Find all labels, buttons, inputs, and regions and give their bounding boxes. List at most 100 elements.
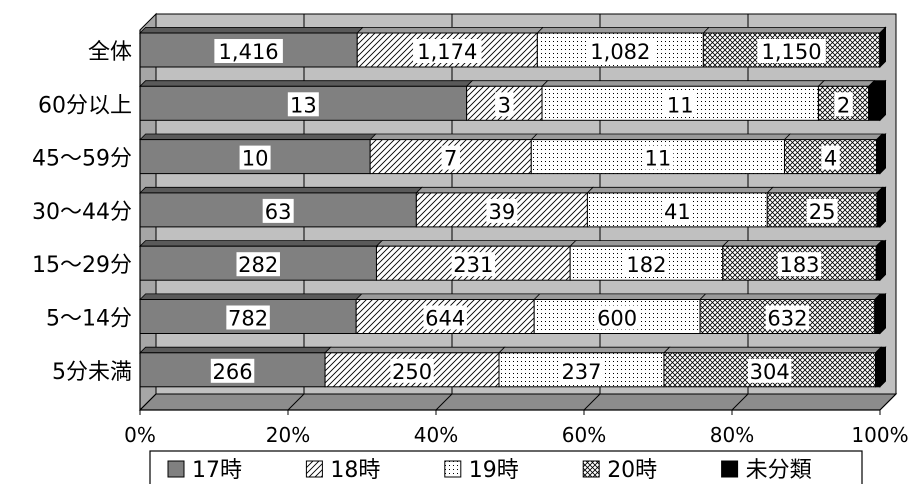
data-label-bg-2-0 <box>239 145 271 170</box>
data-labels: 1,416 1,174 1,082 1,150 13 3 11 2 10 7 11 4 63 39 41 25… <box>210 39 853 384</box>
bar-top-5-0 <box>139 293 363 300</box>
legend-label-0: 17時 <box>192 458 242 483</box>
data-label-1-2: 11 <box>667 93 694 117</box>
data-label-bg-5-3 <box>765 305 810 330</box>
data-label-bg-3-3 <box>806 198 838 223</box>
floor-gridline-3 <box>583 393 601 411</box>
bar-3-4 <box>876 192 881 228</box>
data-label-bg-0-1 <box>413 39 482 63</box>
x-tick-label-4: 80% <box>710 423 754 447</box>
bar-group-5 <box>139 292 887 335</box>
data-label-1-0: 13 <box>290 93 317 117</box>
data-label-bg-0-3 <box>757 39 826 63</box>
data-label-bg-0-2 <box>586 39 655 63</box>
data-label-bg-5-0 <box>226 305 270 330</box>
bar-top-1-0 <box>139 80 474 87</box>
data-label-bg-1-1 <box>495 92 514 117</box>
legend-label-4: 未分類 <box>746 458 812 483</box>
data-label-4-1: 231 <box>453 253 493 277</box>
legend-box <box>149 450 863 484</box>
bar-top-3-0 <box>139 186 423 194</box>
data-label-bg-3-0 <box>262 198 294 223</box>
x-tick-label-2: 40% <box>414 423 458 447</box>
data-label-4-2: 182 <box>626 253 666 277</box>
data-label-bg-3-1 <box>486 198 518 223</box>
legend-swatch-4 <box>721 460 739 478</box>
data-label-bg-3-2 <box>661 198 693 223</box>
bar-top-3-3 <box>766 186 884 194</box>
x-tick-label-5: 100% <box>851 423 908 447</box>
bar-top-5-1 <box>355 293 541 300</box>
legend-swatch-0 <box>167 460 185 478</box>
bar-4-4 <box>875 245 881 281</box>
data-label-1-1: 3 <box>498 93 511 117</box>
bar-top-6-1 <box>324 346 506 354</box>
bar-side-2 <box>879 133 886 175</box>
bar-top-2-3 <box>783 133 884 141</box>
bar-side-0 <box>879 26 886 68</box>
category-label-2: 45～59分 <box>32 147 132 172</box>
bar-top-3-2 <box>586 186 774 194</box>
data-label-3-3: 25 <box>809 200 836 224</box>
legend: 17時 18時 19時 20時 未分類 <box>149 450 863 484</box>
bar-top-1-2 <box>541 80 826 87</box>
bar-2-4 <box>876 139 881 175</box>
floor-gridline-0 <box>139 393 157 411</box>
data-label-3-0: 63 <box>265 200 292 224</box>
legend-swatch-3 <box>582 460 600 478</box>
legend-label-1: 18時 <box>330 458 380 483</box>
bar-top-4-1 <box>375 240 577 247</box>
bar-top-1-1 <box>465 80 549 87</box>
data-label-5-2: 600 <box>597 307 637 331</box>
bar-top-2-2 <box>530 133 792 141</box>
bar-1-4 <box>868 85 881 121</box>
data-label-6-2: 237 <box>561 360 601 384</box>
floor-gridline-4 <box>731 393 749 411</box>
data-label-2-2: 11 <box>645 147 672 171</box>
x-tick-label-1: 20% <box>266 423 310 447</box>
bar-top-6-2 <box>498 346 671 354</box>
bar-side-1 <box>879 79 886 122</box>
data-label-6-3: 304 <box>750 360 790 384</box>
legend-swatch-2 <box>444 460 462 478</box>
data-label-bg-1-2 <box>664 92 696 117</box>
bar-top-6-3 <box>662 346 883 354</box>
bar-top-5-2 <box>533 293 707 300</box>
data-label-bg-2-3 <box>821 145 840 170</box>
bar-side-4 <box>879 239 886 282</box>
plot-floor <box>138 393 898 411</box>
data-label-4-3: 183 <box>779 253 819 277</box>
bar-top-2-1 <box>369 133 538 141</box>
floor-gridline-1 <box>287 393 305 411</box>
x-tick-label-3: 60% <box>562 423 606 447</box>
bar-top-4-0 <box>139 240 384 247</box>
data-label-bg-4-3 <box>777 252 822 277</box>
data-label-5-0: 782 <box>228 307 268 331</box>
category-label-0: 全体 <box>88 40 132 65</box>
data-label-bg-4-2 <box>624 252 669 277</box>
category-label-6: 5分未満 <box>52 360 132 385</box>
data-label-bg-2-2 <box>642 145 674 170</box>
axes: 全体 60分以上 45～59分 30～44分 15～29分 5～14分 5分未満 0% 20% 4… <box>32 30 909 447</box>
bar-top-1-3 <box>817 80 876 87</box>
bar-top-0-3 <box>702 26 887 34</box>
data-label-bg-0-0 <box>214 39 283 63</box>
bar-side-5 <box>879 292 886 335</box>
data-label-bg-1-3 <box>834 92 853 117</box>
data-label-0-1: 1,174 <box>417 40 477 64</box>
bar-top-5-3 <box>699 293 882 300</box>
data-label-0-2: 1,082 <box>590 40 650 64</box>
bar-top-4-2 <box>569 240 730 247</box>
data-label-2-1: 7 <box>444 147 457 171</box>
data-label-bg-6-0 <box>210 358 255 383</box>
floor-gridline-5 <box>879 393 897 411</box>
data-label-bg-6-3 <box>747 358 792 383</box>
x-tick-label-0: 0% <box>124 423 156 447</box>
data-label-bg-6-1 <box>390 358 434 383</box>
bar-top-3-1 <box>415 186 594 194</box>
data-label-1-3: 2 <box>837 93 850 117</box>
data-label-5-1: 644 <box>425 307 465 331</box>
bars <box>139 26 887 388</box>
data-label-2-0: 10 <box>242 147 269 171</box>
